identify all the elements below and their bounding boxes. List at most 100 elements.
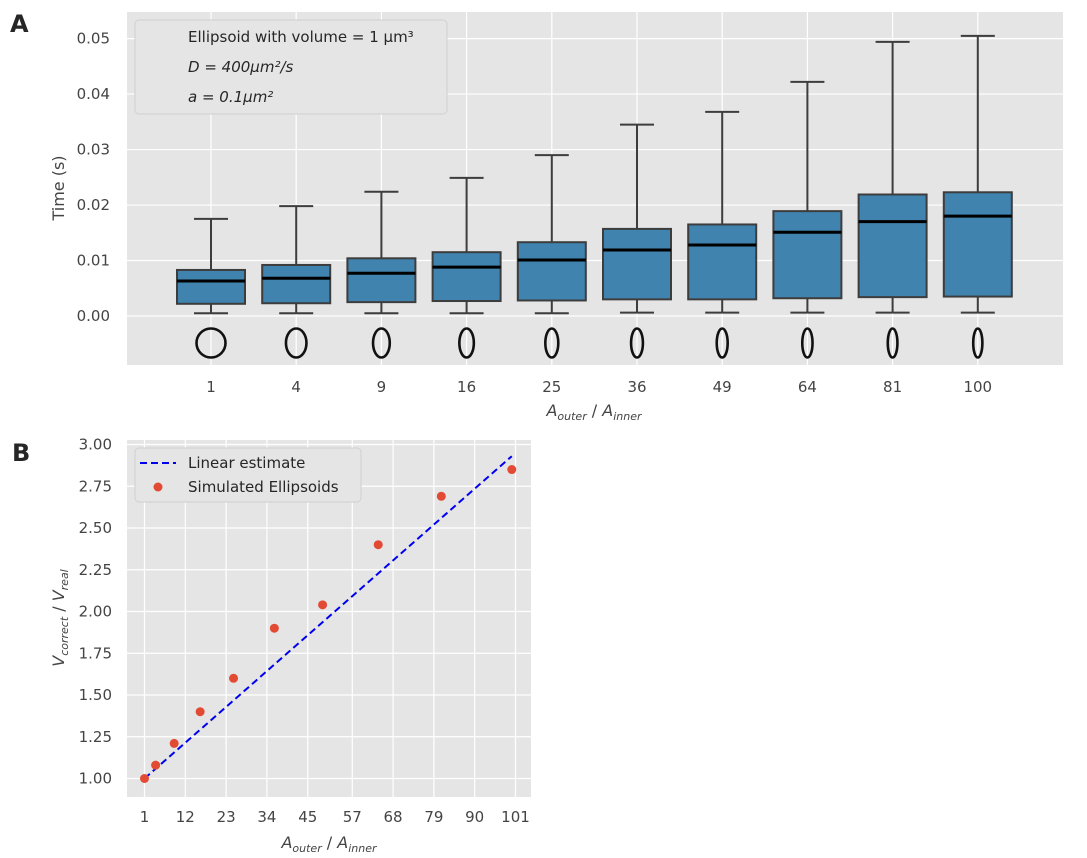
b-y-tick-label: 2.00 xyxy=(79,603,112,621)
x-label-b-sub2: inner xyxy=(348,842,378,855)
b-y-tick-label: 1.75 xyxy=(79,644,112,662)
b-y-tick-label: 3.00 xyxy=(79,436,112,454)
box-36 xyxy=(602,123,672,314)
box-81 xyxy=(857,40,928,314)
b-x-tick-label: 1 xyxy=(140,808,150,826)
a-x-tick-label: 16 xyxy=(457,378,476,396)
box-body xyxy=(176,268,246,305)
b-y-tick-label: 1.25 xyxy=(79,728,112,746)
box-body xyxy=(857,193,928,299)
ellipse-glyph-36 xyxy=(629,327,645,359)
b-x-tick-label: 101 xyxy=(501,808,530,826)
b-x-tick-label: 45 xyxy=(298,808,317,826)
simulated-point xyxy=(269,623,279,633)
panel-a-legend: Ellipsoid with volume = 1 μm³ D = 400μm²… xyxy=(134,19,448,115)
b-x-tick-label: 12 xyxy=(176,808,195,826)
a-x-tick-label: 4 xyxy=(291,378,301,396)
panel-b-legend-frame xyxy=(134,447,362,503)
legend-volume: Ellipsoid with volume = 1 μm³ xyxy=(188,28,414,46)
box-4 xyxy=(261,205,332,315)
simulated-point xyxy=(151,760,161,770)
x-label-a-main: A xyxy=(545,401,557,420)
simulated-point xyxy=(373,540,383,550)
panel-letter-b: B xyxy=(12,439,30,467)
y-label-b-sub2: real xyxy=(58,569,71,590)
legend-simulated-label: Simulated Ellipsoids xyxy=(188,478,339,496)
ellipse-glyph-1 xyxy=(195,327,227,359)
ellipse-glyph-9 xyxy=(371,327,392,359)
simulated-point xyxy=(318,600,328,610)
panel-b-legend: Linear estimate Simulated Ellipsoids xyxy=(134,447,362,503)
a-x-tick-label: 49 xyxy=(713,378,732,396)
legend-simulated-swatch xyxy=(153,482,163,492)
b-x-tick-label: 34 xyxy=(257,808,276,826)
panel-a-boxes xyxy=(176,34,1013,315)
panel-b-series xyxy=(140,455,517,783)
panel-a-x-ticks: 1 4 9 16 25 36 49 64 81 100 xyxy=(206,378,992,396)
panel-b-y-label: Vcorrect / Vreal xyxy=(49,569,71,667)
a-x-tick-label: 100 xyxy=(963,378,992,396)
panel-letter-a: A xyxy=(10,10,29,38)
panel-a-boxplot: 0.000.010.020.030.040.05 1 4 9 16 25 36 49 64 81… xyxy=(49,12,1063,423)
panel-a-legend-frame xyxy=(134,19,448,115)
legend-area: a = 0.1μm² xyxy=(188,88,273,106)
b-x-tick-label: 79 xyxy=(424,808,443,826)
panel-b-x-ticks: 1 12 23 34 45 57 68 79 90 101 xyxy=(140,808,530,826)
panel-a-y-label: Time (s) xyxy=(49,155,68,221)
a-x-tick-label: 25 xyxy=(542,378,561,396)
x-label-b-main: A xyxy=(280,833,292,852)
ellipse-glyph-16 xyxy=(458,327,476,359)
x-label-a-main2: A xyxy=(601,401,613,420)
a-y-tick-label: 0.04 xyxy=(77,85,110,103)
box-16 xyxy=(431,176,502,315)
y-label-b-sep: / xyxy=(49,601,68,617)
panel-b-y-ticks: 1.00 1.25 1.50 1.75 2.00 2.25 2.50 2.75 3.00 xyxy=(79,436,112,788)
a-y-tick-label: 0.00 xyxy=(77,307,110,325)
b-y-tick-label: 1.00 xyxy=(79,770,112,788)
x-label-a-sub2: inner xyxy=(613,410,643,423)
panel-a-x-label: Aouter / Ainner xyxy=(545,401,643,423)
simulated-point xyxy=(169,738,179,748)
simulated-point xyxy=(195,707,205,717)
b-y-tick-label: 1.50 xyxy=(79,686,112,704)
x-label-b-sep: / xyxy=(322,833,338,852)
simulated-point xyxy=(436,491,446,501)
box-25 xyxy=(516,154,587,315)
box-body xyxy=(687,223,758,301)
a-x-tick-label: 36 xyxy=(627,378,646,396)
box-body xyxy=(772,210,843,300)
x-label-a-sep: / xyxy=(587,401,603,420)
ellipse-glyph-4 xyxy=(284,327,308,359)
box-49 xyxy=(687,110,758,314)
ellipse-glyph-25 xyxy=(544,327,560,359)
box-100 xyxy=(942,34,1013,314)
b-x-tick-label: 68 xyxy=(384,808,403,826)
a-x-tick-label: 81 xyxy=(883,378,902,396)
a-y-tick-label: 0.02 xyxy=(77,196,110,214)
panel-a-ellipse-glyphs xyxy=(195,327,984,359)
box-body xyxy=(346,257,417,304)
panel-b-x-label: Aouter / Ainner xyxy=(280,833,378,855)
box-body xyxy=(431,251,502,303)
ellipse-glyph-64 xyxy=(800,327,814,359)
x-label-a-sub1: outer xyxy=(557,410,588,423)
simulated-point xyxy=(507,465,517,475)
box-64 xyxy=(772,80,843,314)
b-y-tick-label: 2.75 xyxy=(79,477,112,495)
panel-b-scatter: 1.00 1.25 1.50 1.75 2.00 2.25 2.50 2.75 3.00 1 12… xyxy=(49,436,531,855)
box-1 xyxy=(176,217,246,315)
linear-estimate-line xyxy=(143,455,513,780)
y-label-b-main2: V xyxy=(49,589,68,601)
a-x-tick-label: 64 xyxy=(798,378,817,396)
a-y-tick-label: 0.05 xyxy=(77,30,110,48)
simulated-point xyxy=(229,673,239,683)
x-label-b-sub1: outer xyxy=(292,842,323,855)
ellipse-glyph-100 xyxy=(971,327,984,359)
panel-a-y-ticks: 0.00 0.01 0.02 0.03 0.04 0.05 xyxy=(77,30,110,325)
legend-linear-label: Linear estimate xyxy=(188,454,305,472)
x-label-b-main2: A xyxy=(336,833,348,852)
a-y-tick-label: 0.01 xyxy=(77,252,110,270)
box-9 xyxy=(346,190,417,315)
box-body xyxy=(602,227,672,301)
